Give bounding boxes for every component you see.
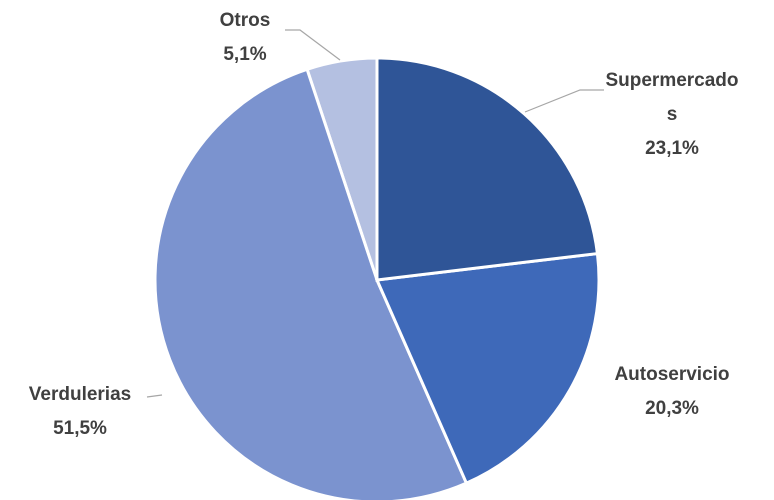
pie-slice [153, 67, 469, 500]
leader-line [524, 89, 604, 113]
slice-label: Autoservicio 20,3% [592, 358, 752, 426]
leader-lines [146, 29, 604, 398]
pie-slice [375, 56, 600, 282]
category-label: Verdulerias [28, 384, 132, 405]
category-label: Otros [219, 10, 271, 31]
category-label: Supermercados [605, 70, 739, 125]
leader-line [285, 29, 341, 61]
value-label: 5,1% [223, 44, 267, 65]
slice-label: Supermercados 23,1% [602, 64, 742, 166]
category-label: Autoservicio [614, 364, 730, 385]
pie-slice [374, 251, 601, 486]
leader-line [146, 394, 163, 398]
slice-label: Otros 5,1% [195, 4, 295, 72]
slice-label: Verdulerias 51,5% [0, 378, 160, 446]
value-label: 23,1% [645, 138, 699, 159]
value-label: 20,3% [645, 398, 699, 419]
value-label: 51,5% [53, 418, 107, 439]
